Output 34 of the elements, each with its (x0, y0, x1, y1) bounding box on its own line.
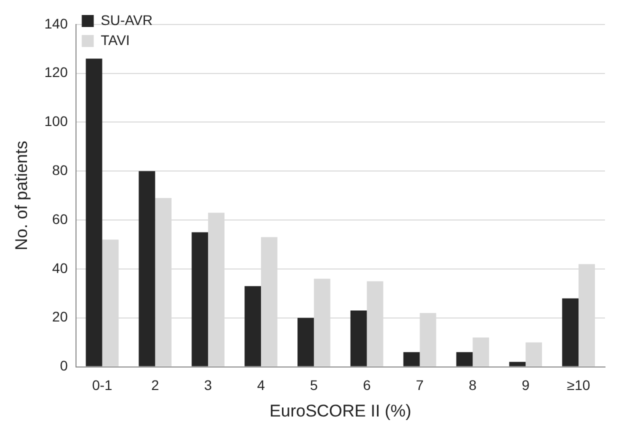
x-tick-label: 0-1 (92, 377, 113, 394)
bar (350, 310, 367, 366)
bar (86, 58, 102, 366)
y-tick-label: 40 (52, 260, 68, 276)
bar (562, 298, 579, 366)
y-axis-title: No. of patients (12, 140, 31, 250)
y-tick-label: 100 (44, 113, 68, 130)
x-tick-label: 3 (204, 377, 212, 394)
x-tick-label: 8 (468, 377, 477, 394)
x-tick-label: 6 (362, 377, 371, 394)
x-tick-label: 7 (416, 377, 424, 394)
y-tick-label: 0 (60, 358, 68, 374)
y-tick-label: 60 (52, 210, 68, 227)
x-tick-label: 5 (310, 377, 318, 394)
legend-label: SU-AVR (100, 12, 153, 28)
bar (403, 352, 420, 366)
bar (298, 318, 314, 366)
y-tick-label: 120 (44, 64, 68, 80)
bar (192, 232, 208, 366)
y-tick-label: 20 (52, 308, 68, 325)
y-tick-label: 80 (52, 162, 68, 178)
x-tick-label: 4 (257, 377, 266, 394)
x-tick-label: ≥10 (566, 377, 590, 394)
bar (472, 337, 490, 366)
bar (456, 352, 473, 366)
y-tick-label: 140 (44, 15, 68, 32)
x-tick-label: 2 (151, 377, 160, 394)
x-tick-label: 9 (522, 377, 530, 394)
bar (138, 171, 156, 366)
bar (526, 342, 542, 366)
x-axis-title: EuroSCORE II (%) (270, 401, 412, 420)
legend-label: TAVI (100, 32, 130, 48)
bar (509, 362, 526, 366)
bar (244, 286, 261, 366)
